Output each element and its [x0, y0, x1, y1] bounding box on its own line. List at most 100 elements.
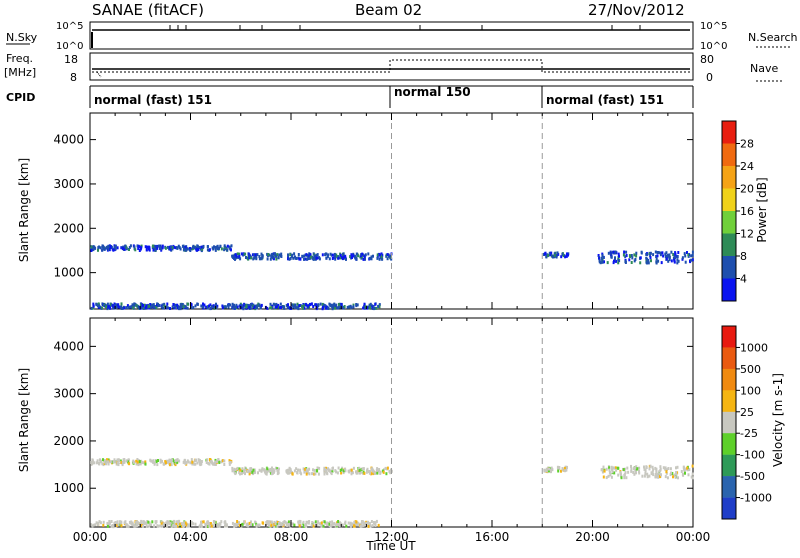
echo-cell [212, 524, 215, 528]
echo-cell [316, 466, 319, 470]
echo-cell [113, 305, 116, 309]
echo-cell [358, 471, 361, 475]
cpid-segment-label: normal (fast) 151 [546, 93, 664, 107]
echo-cell [152, 460, 155, 464]
echo-cell [218, 522, 221, 526]
echo-cell [276, 305, 279, 309]
echo-cell [556, 251, 559, 255]
echo-cell [103, 303, 106, 307]
echo-cell [669, 473, 672, 477]
echo-cell [630, 261, 633, 264]
echo-cell [101, 302, 104, 306]
echo-cell [352, 466, 355, 470]
echo-cell [364, 522, 366, 526]
echo-cell [246, 305, 249, 309]
echo-cell [132, 304, 135, 308]
colorbar-swatch [722, 476, 736, 498]
echo-cell [196, 244, 199, 248]
echo-cell [544, 252, 546, 256]
echo-cell [112, 525, 115, 529]
echo-cell [378, 253, 380, 257]
echo-cell [258, 255, 261, 259]
echo-cell [339, 305, 342, 309]
colorbar-swatch [722, 326, 736, 348]
echo-cell [286, 524, 289, 527]
echo-cell [182, 524, 184, 528]
echo-cell [374, 524, 377, 527]
echo-cell [201, 305, 204, 309]
echo-cell [683, 470, 686, 474]
power-axes: 1000 2000 3000 4000 [53, 113, 694, 309]
echo-cell [331, 253, 334, 257]
echo-cell [127, 458, 130, 462]
echo-cell [153, 305, 155, 309]
echo-cell [545, 255, 548, 259]
echo-cell [549, 469, 552, 473]
echo-cell [93, 461, 96, 465]
echo-cell [659, 475, 661, 479]
x-tick-label: 00:00 [73, 530, 108, 544]
echo-cell [140, 520, 143, 524]
echo-cell [91, 524, 94, 528]
echo-cell [154, 520, 157, 524]
echo-cell [165, 305, 168, 309]
echo-cell [609, 473, 612, 477]
echo-cell [233, 303, 235, 307]
echo-cell [223, 463, 226, 466]
echo-cell [375, 468, 378, 472]
echo-cell [350, 253, 353, 257]
echo-cell [293, 252, 296, 256]
echo-cell [608, 468, 611, 472]
echo-cell [218, 461, 221, 464]
echo-cell [311, 521, 314, 524]
echo-cell [294, 256, 297, 260]
echo-cell [320, 521, 323, 525]
echo-cell [372, 307, 375, 311]
echo-cell [229, 461, 232, 465]
echo-cell [105, 305, 108, 309]
echo-cell [175, 525, 178, 528]
colorbar-swatch [722, 143, 736, 167]
echo-cell [270, 306, 273, 309]
echo-cell [105, 462, 108, 465]
echo-cell [174, 303, 177, 307]
echo-cell [340, 303, 343, 306]
echo-cell [349, 522, 352, 526]
echo-cell [605, 467, 608, 471]
echo-cell [176, 520, 179, 524]
echo-cell [120, 307, 123, 310]
echo-cell [142, 307, 145, 310]
echo-cell [337, 522, 339, 525]
echo-cell [160, 247, 163, 251]
echo-cell [186, 306, 189, 310]
echo-cell [277, 255, 280, 259]
echo-cell [150, 523, 152, 527]
echo-cell [364, 253, 367, 257]
echo-cell [207, 461, 210, 465]
colorbar-tick-label: 4 [740, 273, 747, 286]
echo-cell [363, 255, 366, 259]
echo-cell [96, 460, 99, 464]
echo-cell [173, 519, 176, 523]
echo-cell [654, 472, 657, 476]
echo-cell [97, 248, 99, 252]
echo-cell [197, 246, 200, 249]
echo-cell [684, 254, 687, 258]
echo-cell [109, 245, 112, 249]
echo-cell [170, 521, 173, 524]
echo-cell [213, 521, 216, 525]
echo-cell [368, 471, 371, 475]
echo-cell [377, 304, 380, 308]
echo-cell [106, 460, 109, 464]
echo-cell [662, 466, 665, 470]
echo-cell [652, 473, 655, 477]
velocity-y-axis-label: Slant Range [km] [17, 368, 31, 472]
echo-cell [379, 470, 382, 474]
echo-cell [669, 467, 672, 471]
echo-cell [112, 304, 115, 308]
echo-cell [92, 304, 95, 308]
echo-cell [218, 246, 220, 250]
echo-cell [323, 520, 326, 524]
echo-cell [294, 303, 297, 307]
echo-cell [254, 305, 257, 309]
